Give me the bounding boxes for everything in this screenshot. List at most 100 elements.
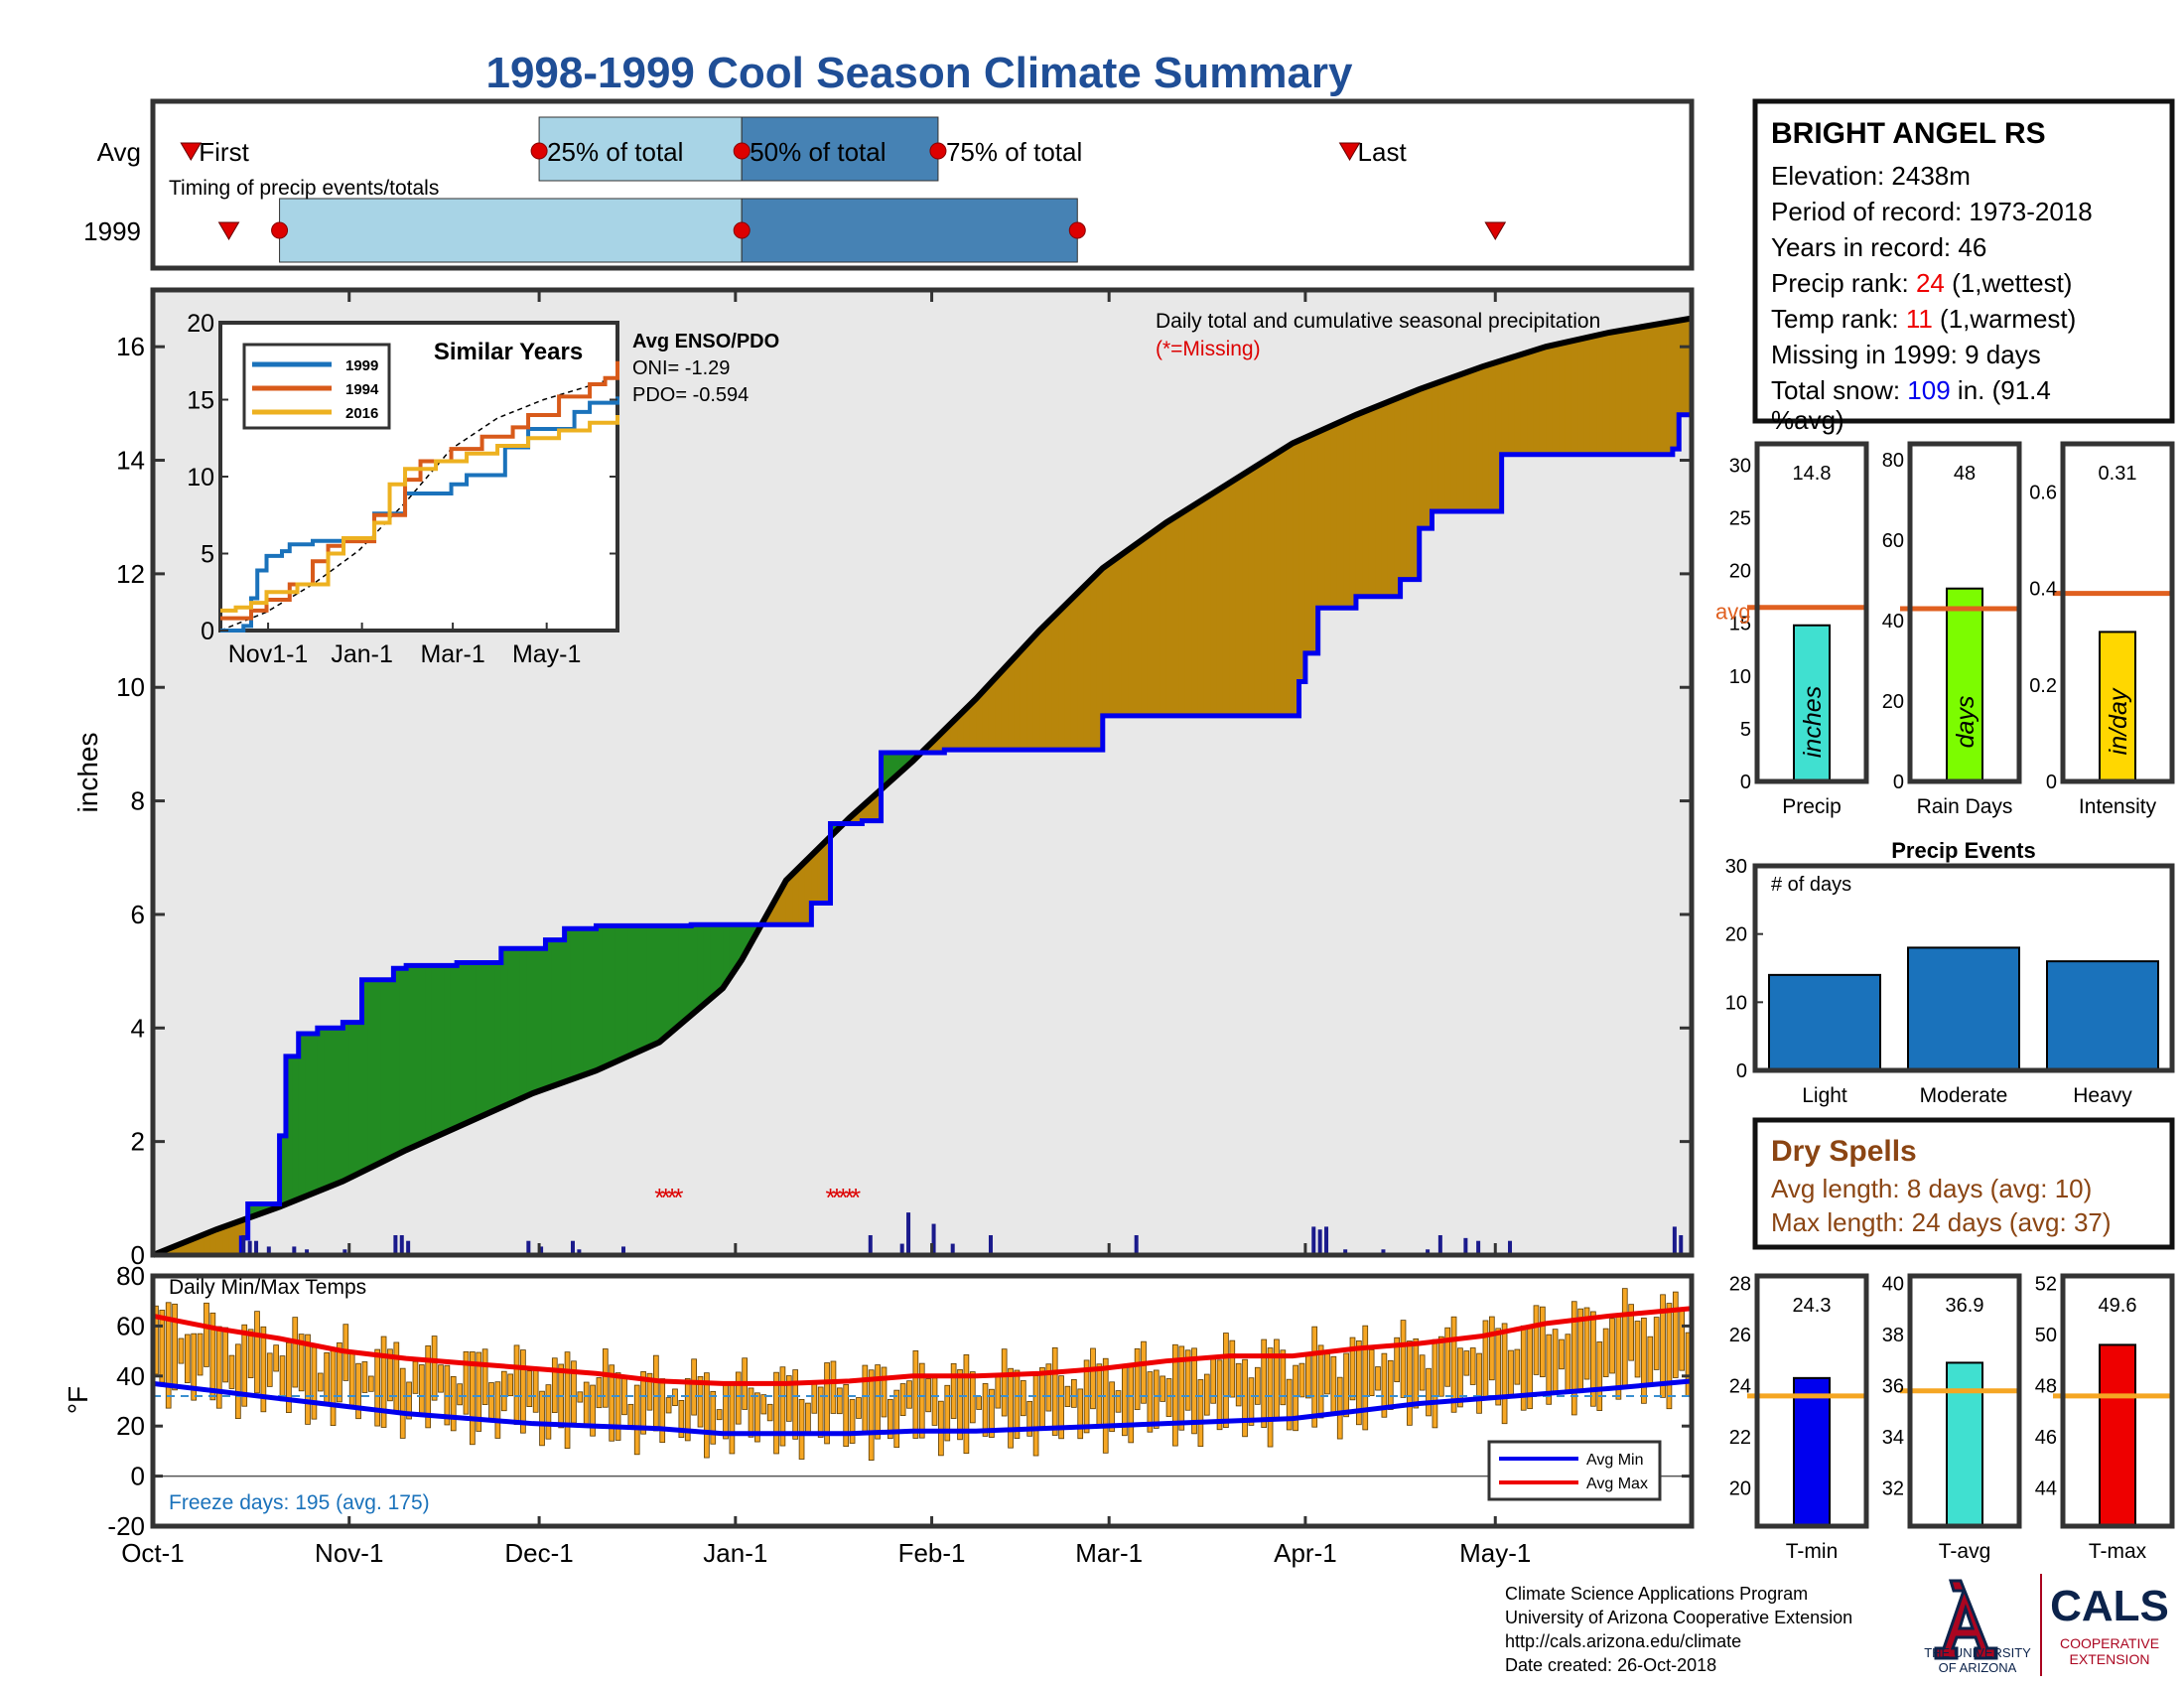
daily-temp-range-bar: [1020, 1380, 1026, 1417]
x-tick-label: May-1: [1459, 1538, 1531, 1568]
daily-temp-range-bar: [1394, 1336, 1400, 1383]
below-average-fill: [862, 803, 870, 821]
daily-temp-range-bar: [1501, 1323, 1508, 1425]
below-average-fill: [1102, 565, 1110, 716]
temp-summary-y-tick-label: 50: [2035, 1325, 2057, 1346]
precip-summary-y-tick-label: 30: [1729, 455, 1751, 477]
daily-temp-range-bar: [912, 1350, 919, 1439]
figure-title: 1998-1999 Cool Season Climate Summary: [485, 49, 1353, 97]
daily-temp-range-bar: [1298, 1362, 1305, 1398]
below-average-fill: [817, 846, 825, 904]
daily-temp-range-bar: [1444, 1327, 1451, 1387]
inset-y-tick-label: 0: [201, 618, 214, 645]
above-average-fill: [336, 1028, 343, 1183]
precip-summary-panel-frame-1: [1907, 441, 2022, 784]
daily-temp-range-bar: [1463, 1350, 1470, 1376]
daily-temp-range-bar: [1546, 1334, 1553, 1405]
daily-temp-range-bar: [1508, 1349, 1514, 1397]
precip-summary-y-tick-label: 80: [1882, 450, 1904, 472]
below-average-fill: [165, 1248, 173, 1255]
daily-precip-bar: [266, 1246, 271, 1255]
timing-first-last-marker: [180, 142, 203, 161]
below-average-fill: [1229, 481, 1237, 716]
above-average-fill: [279, 1135, 287, 1206]
above-average-fill: [311, 1034, 319, 1194]
timing-band-q25-q50: [279, 198, 743, 263]
timing-last-label: Last: [1358, 137, 1408, 167]
below-average-fill: [197, 1235, 205, 1255]
below-average-fill: [1349, 416, 1357, 609]
daily-temp-range-bar: [1488, 1316, 1495, 1381]
daily-temp-range-bar: [1001, 1348, 1008, 1417]
daily-precip-bar: [1672, 1226, 1677, 1255]
precip-summary-y-tick-label: 0: [1740, 772, 1751, 793]
daily-temp-range-bar: [545, 1384, 552, 1440]
above-average-fill: [469, 962, 477, 1121]
daily-temp-range-bar: [976, 1396, 982, 1410]
below-average-fill: [1419, 387, 1427, 529]
above-average-fill: [633, 925, 641, 1053]
above-average-fill: [590, 928, 598, 1072]
freeze-days-label: Freeze days: 195 (avg. 175): [169, 1491, 430, 1514]
daily-temp-range-bar: [279, 1355, 286, 1402]
daily-temp-range-bar: [1647, 1336, 1654, 1386]
below-average-fill: [1653, 324, 1661, 455]
temp-summary-y-tick-label: 34: [1882, 1427, 1904, 1449]
daily-precip-bar: [906, 1212, 911, 1255]
daily-precip-bar: [241, 1234, 246, 1255]
daily-temp-range-bar: [1090, 1347, 1096, 1410]
precip-summary-value-label-0: 14.8: [1793, 463, 1832, 485]
legend-label-1999: 1999: [345, 357, 378, 374]
legend-label-2016: 2016: [345, 405, 378, 422]
avg-min-line: [152, 1378, 1693, 1437]
daily-temp-range-bar: [204, 1302, 209, 1367]
below-average-fill: [1621, 330, 1629, 455]
daily-temp-range-bar: [1533, 1305, 1540, 1375]
daily-temp-range-bar: [798, 1399, 805, 1460]
events-y-tick-label: 0: [1736, 1060, 1747, 1082]
above-average-fill: [678, 925, 686, 1024]
cals-line-1: COOPERATIVE: [2060, 1635, 2159, 1651]
below-average-fill: [1280, 449, 1288, 716]
daily-temp-range-bar: [1261, 1338, 1268, 1429]
daily-temp-range-bar: [348, 1350, 355, 1406]
timing-quartile-marker: [733, 221, 751, 239]
below-average-fill: [1432, 383, 1439, 511]
below-average-fill: [1121, 552, 1129, 716]
station-years: Years in record: 46: [1771, 232, 1986, 262]
temp-y-tick-label: -20: [107, 1511, 145, 1541]
daily-temp-range-bar: [1368, 1348, 1375, 1397]
above-average-fill: [659, 925, 667, 1040]
daily-temp-range-bar: [1070, 1378, 1077, 1408]
daily-precip-bar: [1311, 1226, 1316, 1255]
daily-temp-range-bar: [602, 1348, 609, 1408]
daily-temp-range-bar: [1590, 1311, 1596, 1407]
above-average-fill: [481, 962, 489, 1115]
daily-temp-range-bar: [938, 1400, 944, 1457]
above-average-fill: [393, 968, 401, 1155]
daily-temp-range-bar: [317, 1372, 324, 1392]
timing-first-last-marker: [1338, 142, 1361, 161]
above-average-fill: [564, 928, 572, 1081]
daily-temp-range-bar: [659, 1378, 666, 1444]
inset-y-tick-label: 10: [187, 464, 214, 492]
daily-temp-range-bar: [893, 1389, 900, 1449]
missing-day-mark: *: [832, 1183, 842, 1212]
precip-events-chart: Precip Events Light Moderate Heavy0102030 …: [1725, 838, 2175, 1107]
enso-oni: ONI= -1.29: [632, 357, 730, 379]
above-average-fill: [380, 979, 388, 1162]
below-average-fill: [1141, 538, 1148, 716]
daily-temp-range-bar: [824, 1362, 830, 1445]
below-average-fill: [1343, 419, 1351, 609]
daily-temp-range-bar: [367, 1375, 374, 1392]
precip-event-category-label: Moderate: [1920, 1084, 2008, 1107]
daily-temp-range-bar: [830, 1360, 837, 1414]
dry-spells-max: Max length: 24 days (avg: 37): [1771, 1207, 2112, 1237]
daily-precip-bar: [406, 1240, 411, 1255]
above-average-fill: [519, 948, 527, 1098]
missing-day-mark: *: [673, 1183, 683, 1212]
below-average-fill: [222, 1225, 230, 1255]
daily-temp-range-bar: [215, 1326, 222, 1409]
missing-day-mark: *: [838, 1183, 848, 1212]
daily-temp-range-bar: [1197, 1379, 1204, 1448]
